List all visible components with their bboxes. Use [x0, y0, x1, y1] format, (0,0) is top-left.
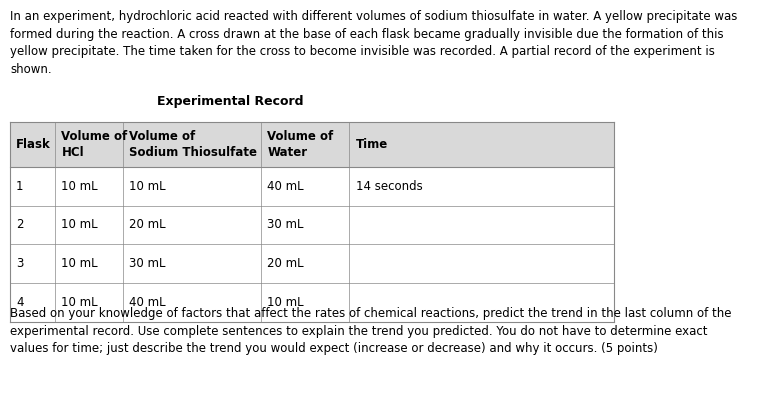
Text: Experimental Record: Experimental Record	[157, 95, 303, 108]
Text: Flask: Flask	[16, 138, 51, 151]
Text: Water: Water	[267, 146, 307, 159]
Text: Volume of: Volume of	[267, 130, 333, 143]
Text: Volume of: Volume of	[129, 130, 195, 143]
Text: In an experiment, hydrochloric acid reacted with different volumes of sodium thi: In an experiment, hydrochloric acid reac…	[10, 10, 737, 76]
Text: 1: 1	[16, 180, 24, 193]
Text: Based on your knowledge of factors that affect the rates of chemical reactions, : Based on your knowledge of factors that …	[10, 307, 731, 355]
Text: 20 mL: 20 mL	[129, 219, 166, 231]
Text: 30 mL: 30 mL	[267, 219, 304, 231]
Text: 20 mL: 20 mL	[267, 257, 304, 270]
Text: 40 mL: 40 mL	[267, 180, 304, 193]
Text: 14 seconds: 14 seconds	[356, 180, 422, 193]
Text: 3: 3	[16, 257, 24, 270]
Text: 4: 4	[16, 296, 24, 309]
Text: Volume of: Volume of	[61, 130, 127, 143]
Text: 10 mL: 10 mL	[61, 180, 98, 193]
Text: 30 mL: 30 mL	[129, 257, 166, 270]
Text: 10 mL: 10 mL	[267, 296, 304, 309]
Text: 2: 2	[16, 219, 24, 231]
Text: 40 mL: 40 mL	[129, 296, 166, 309]
Text: Time: Time	[356, 138, 388, 151]
Text: 10 mL: 10 mL	[61, 296, 98, 309]
Text: HCl: HCl	[61, 146, 84, 159]
Text: 10 mL: 10 mL	[61, 219, 98, 231]
Text: Sodium Thiosulfate: Sodium Thiosulfate	[129, 146, 257, 159]
Text: 10 mL: 10 mL	[129, 180, 166, 193]
Text: 10 mL: 10 mL	[61, 257, 98, 270]
